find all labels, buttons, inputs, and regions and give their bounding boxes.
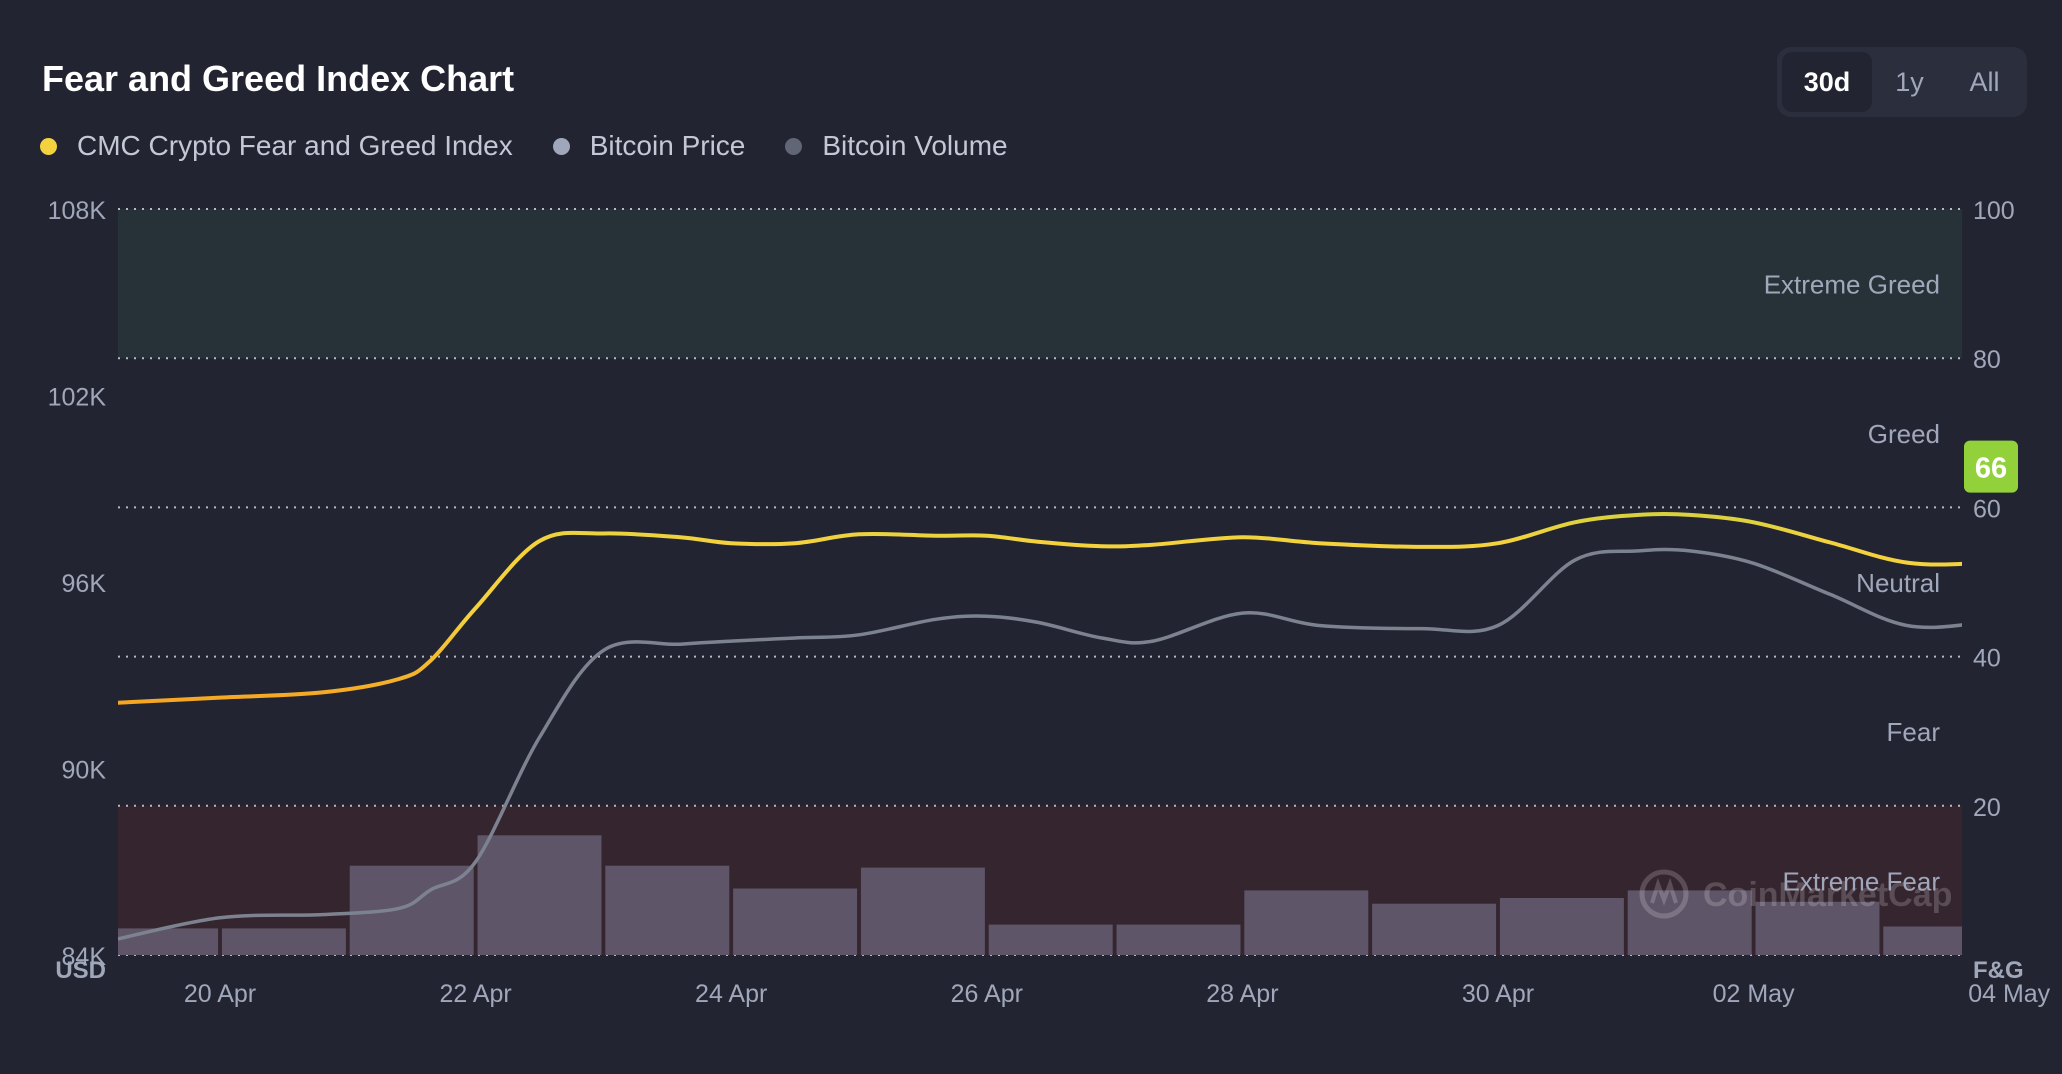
left-axis-tick: 102K [48,384,107,412]
legend-item-bitcoin-volume[interactable]: Bitcoin Volume [785,130,1008,162]
zone-label-neutral: Neutral [1856,568,1940,598]
right-axis-tick: 40 [1973,645,2001,673]
coinmarketcap-watermark: CoinMarketCap [1639,869,1952,919]
volume-bar [1499,898,1624,955]
left-axis-unit: USD [55,957,106,984]
x-axis-tick: 26 Apr [951,980,1023,1008]
tab-all[interactable]: All [1969,66,2000,97]
legend-label-bitcoin-volume: Bitcoin Volume [822,130,1008,161]
left-axis-tick: 96K [62,570,107,598]
volume-bar [1627,890,1752,955]
x-axis-tick: 24 Apr [695,980,767,1008]
chart-title: Fear and Greed Index Chart [42,58,515,99]
tab-1y[interactable]: 1y [1895,66,1924,97]
volume-bar [860,867,985,955]
zone-label-greed: Greed [1868,419,1940,449]
volume-bar [477,835,602,955]
x-axis-tick: 28 Apr [1206,980,1278,1008]
volume-bar [118,928,219,955]
coinmarketcap-logo-mark [1650,877,1678,906]
current-value-badge [1964,440,2018,493]
volume-bar [221,928,346,955]
right-axis-tick: 60 [1973,495,2001,523]
legend-label-bitcoin-price: Bitcoin Price [589,130,746,161]
legend-dot-bitcoin-price [552,137,570,155]
volume-bar [733,888,858,955]
legend-label-fear-greed: CMC Crypto Fear and Greed Index [77,130,513,161]
volume-bar [605,865,730,955]
volume-bar [1372,903,1497,955]
range-tabs: 30d 1y All [1777,47,2027,117]
x-axis-tick: 30 Apr [1462,980,1534,1008]
coinmarketcap-logo-icon [1639,869,1689,919]
right-axis-tick: 100 [1973,197,2015,225]
volume-bar [1116,924,1241,955]
legend-dot-bitcoin-volume [785,137,803,155]
right-axis-tick: 20 [1973,794,2001,822]
x-axis-tick: 04 May [1968,980,2050,1008]
extreme-greed-zone [118,209,1962,359]
right-axis-unit: F&G [1973,957,2024,984]
tab-30d[interactable]: 30d [1782,52,1872,112]
volume-bar [988,924,1113,955]
volume-bar [1244,890,1369,955]
legend-dot-fear-greed [40,137,57,155]
volume-bar [1755,901,1880,955]
left-axis-tick: 90K [62,757,107,785]
zone-label-extreme-greed: Extreme Greed [1764,270,1940,300]
zone-label-fear: Fear [1887,717,1941,747]
bitcoin-price-line [118,547,1962,941]
x-axis-tick: 22 Apr [439,980,511,1008]
current-value-text: 66 [1975,453,2007,485]
fear-greed-line [118,511,1962,705]
left-axis-tick: 108K [48,197,107,225]
x-axis-tick: 02 May [1713,980,1795,1008]
x-axis-tick: 20 Apr [184,980,256,1008]
left-axis-tick: 84K [62,943,107,971]
legend-item-bitcoin-price[interactable]: Bitcoin Price [552,130,746,162]
chart-legend: CMC Crypto Fear and Greed Index Bitcoin … [40,130,1048,162]
zone-label-extreme-fear: Extreme Fear [1783,866,1941,896]
right-axis-tick: 80 [1973,346,2001,374]
legend-item-fear-greed[interactable]: CMC Crypto Fear and Greed Index [40,130,513,162]
watermark-text: CoinMarketCap [1703,876,1952,914]
volume-bar [1883,926,1962,955]
